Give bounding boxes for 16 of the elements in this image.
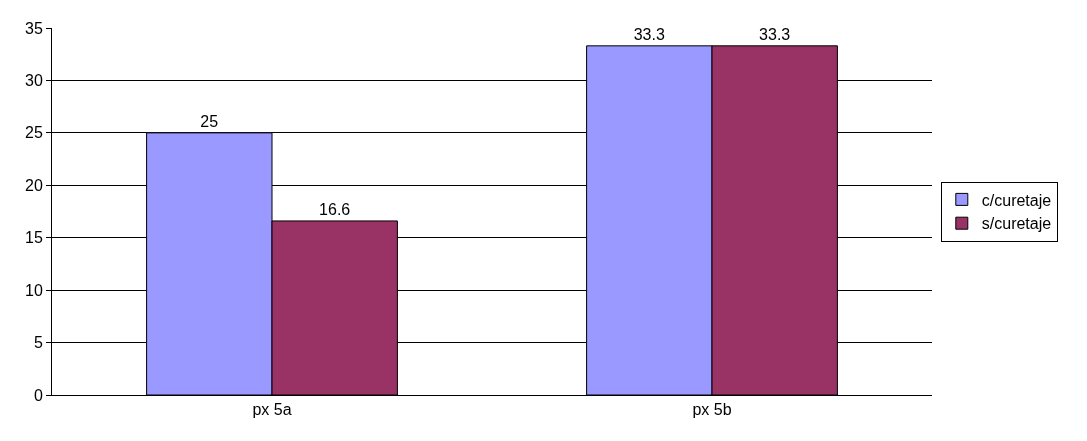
y-tick-label: 30 xyxy=(25,72,43,90)
x-tick-label: px 5b xyxy=(692,401,732,419)
y-tick-label: 25 xyxy=(25,124,43,142)
data-label: 25 xyxy=(200,112,219,130)
data-label: 33.3 xyxy=(759,25,791,43)
data-label: 33.3 xyxy=(633,25,665,43)
y-tick-label: 10 xyxy=(25,281,43,299)
legend-label: s/curetaje xyxy=(981,215,1052,233)
data-label: 16.6 xyxy=(319,200,351,218)
y-tick-label: 0 xyxy=(33,386,43,404)
y-tick-label: 5 xyxy=(33,334,43,352)
legend-label: c/curetaje xyxy=(981,191,1052,209)
x-tick-label: px 5a xyxy=(252,401,292,419)
y-tick-label: 15 xyxy=(25,229,43,247)
y-tick-label: 20 xyxy=(25,176,43,194)
y-tick-label: 35 xyxy=(25,19,43,37)
